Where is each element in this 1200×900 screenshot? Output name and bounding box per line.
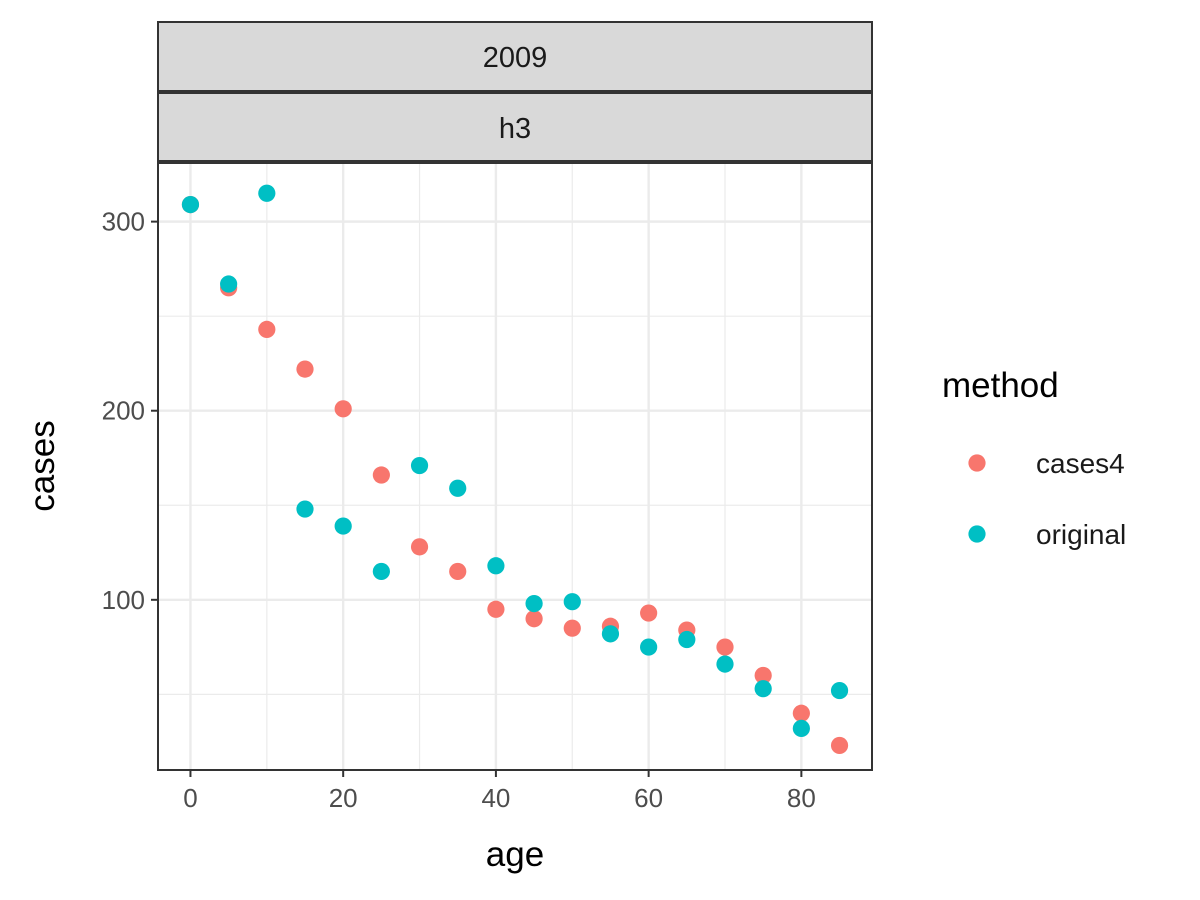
x-tick-label: 60 (634, 783, 663, 813)
plot-panel-border (157, 162, 873, 771)
point-cases4 (563, 619, 581, 637)
x-tick-label: 0 (183, 783, 197, 813)
point-original (525, 594, 543, 613)
legend-label-original: original (1036, 519, 1126, 550)
y-axis-title: cases (23, 420, 62, 511)
facet-strip-2 (157, 92, 873, 162)
facet-strip-1-label: 2009 (483, 42, 548, 74)
point-original (601, 625, 620, 643)
point-cases4 (410, 538, 429, 556)
point-original (678, 630, 696, 649)
point-original (258, 184, 276, 202)
point-original (487, 557, 505, 575)
point-original (334, 517, 352, 535)
point-cases4 (716, 638, 734, 656)
facet-strip-2-label: h3 (499, 113, 531, 145)
point-original (220, 275, 238, 293)
point-original (296, 500, 314, 518)
point-cases4 (830, 736, 849, 755)
point-original (716, 655, 734, 673)
x-tick-label: 40 (481, 783, 510, 813)
y-tick-label: 200 (102, 396, 145, 426)
point-cases4 (372, 466, 390, 484)
point-original (410, 456, 429, 475)
x-axis-title: age (486, 835, 544, 874)
point-original (181, 196, 200, 214)
point-cases4 (487, 600, 505, 618)
y-tick-label: 300 (102, 207, 145, 237)
point-original (449, 479, 467, 497)
point-cases4 (449, 562, 467, 581)
x-tick-label: 20 (329, 783, 358, 813)
point-original (754, 680, 772, 698)
facet-strips: 2009 h3 (157, 21, 873, 162)
point-cases4 (754, 666, 772, 685)
facet-strip-1 (157, 21, 873, 92)
point-cases4 (296, 360, 314, 378)
point-cases4 (334, 400, 352, 418)
x-tick-label: 80 (787, 783, 816, 813)
point-original (830, 681, 849, 700)
legend-key-original (968, 525, 986, 543)
legend-key-cases4 (968, 454, 986, 472)
y-axis: 100 200 300 (102, 207, 158, 615)
plot-panel-background (158, 163, 872, 770)
legend: method cases4 original (942, 366, 1126, 550)
grid-lines (158, 163, 872, 770)
point-cases4 (640, 604, 658, 622)
legend-label-cases4: cases4 (1036, 448, 1125, 479)
y-tick-label: 100 (102, 585, 145, 615)
point-original (792, 719, 810, 737)
point-cases4 (525, 610, 543, 628)
point-cases4 (792, 704, 810, 722)
legend-items: cases4 original (968, 448, 1126, 550)
point-original (372, 562, 390, 581)
point-original (563, 593, 581, 611)
x-axis: 0 20 40 60 80 (183, 770, 816, 813)
point-cases4 (258, 320, 276, 339)
legend-title: method (942, 366, 1059, 405)
point-original (640, 638, 658, 656)
data-points (181, 184, 849, 755)
